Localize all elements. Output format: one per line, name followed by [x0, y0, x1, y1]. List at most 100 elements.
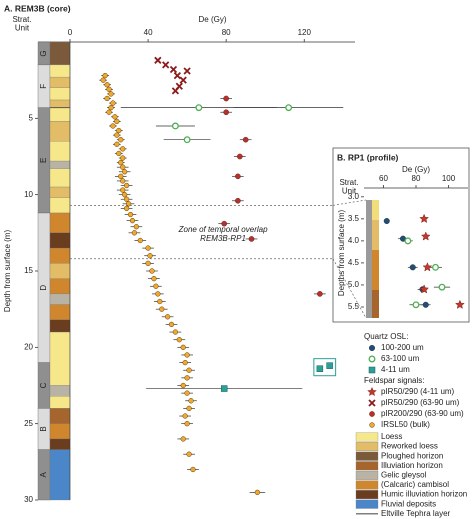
- y-tick-label: 25: [24, 419, 33, 428]
- point: [129, 217, 136, 224]
- point: [422, 301, 429, 308]
- point: [190, 466, 196, 473]
- inset-layer: [372, 200, 379, 220]
- point: [180, 344, 186, 350]
- legend-label: Illuviation horizon: [381, 461, 443, 470]
- point: [182, 413, 188, 419]
- point: [123, 182, 130, 189]
- legend-swatch: [355, 480, 379, 490]
- x-tick-label: 80: [412, 174, 421, 183]
- x-axis-label: De (Gy): [199, 15, 227, 24]
- point: [147, 253, 153, 259]
- point: [184, 390, 190, 396]
- y-axis-label: Depths from surface (m): [337, 210, 346, 297]
- point: [171, 122, 179, 130]
- point: [220, 385, 228, 392]
- strat-label: Strat.: [12, 15, 31, 24]
- point: [164, 314, 171, 320]
- point: [179, 76, 187, 84]
- legend-marker: [368, 399, 376, 407]
- legend-swatch: [355, 432, 379, 442]
- point: [131, 230, 138, 236]
- legend-label: Humic illuviation horizon: [381, 490, 467, 499]
- annotation: Zone of temporal overlap: [178, 225, 268, 234]
- strat-unit-label: B: [39, 426, 48, 431]
- point: [145, 245, 151, 251]
- point: [154, 56, 162, 64]
- point: [422, 262, 433, 272]
- legend-label: Loess: [381, 432, 402, 441]
- point: [122, 192, 128, 198]
- y-tick-label: 5.0: [348, 280, 360, 289]
- strat-layer: [49, 41, 71, 66]
- inset-layer: [372, 220, 379, 250]
- point: [242, 136, 249, 143]
- point: [184, 352, 190, 358]
- point: [248, 236, 255, 242]
- strat-layer: [49, 76, 71, 88]
- point: [104, 82, 110, 88]
- strat-layer: [49, 141, 71, 162]
- x-tick-label: 40: [144, 28, 153, 37]
- point: [421, 231, 431, 241]
- strat-layer: [49, 263, 71, 279]
- legend-label: 100-200 um: [381, 343, 424, 352]
- y-tick-label: 4.0: [348, 236, 360, 245]
- legend-label: pIR50/290 (4-11 um): [381, 387, 455, 396]
- y-axis-label: Depth from surface (m): [3, 230, 12, 313]
- point: [120, 187, 126, 193]
- point: [104, 95, 110, 102]
- point: [123, 205, 130, 212]
- strat-label: Unit: [342, 187, 357, 196]
- strat-layer: [49, 423, 71, 440]
- overlap-connector: [332, 199, 367, 206]
- legend-label: Gelic gleysol: [381, 471, 427, 480]
- point: [127, 211, 134, 218]
- inset-layer: [372, 290, 379, 318]
- strat-layer: [49, 87, 71, 101]
- strat-layer: [49, 212, 71, 233]
- strat-unit-label: D: [39, 285, 48, 291]
- y-tick-label: 3.0: [348, 192, 360, 201]
- strat-layer: [49, 186, 71, 198]
- strat-layer: [49, 278, 71, 295]
- point: [145, 260, 151, 267]
- strat-label: Unit: [15, 24, 30, 33]
- point: [120, 178, 126, 184]
- point: [223, 95, 229, 102]
- x-tick-label: 60: [379, 174, 388, 183]
- strat-layer: [49, 449, 71, 501]
- y-tick-label: 30: [24, 495, 33, 504]
- point: [168, 321, 175, 328]
- point: [176, 337, 182, 343]
- annotation: REM3B-RP1: [200, 234, 246, 243]
- legend-swatch: [355, 490, 379, 500]
- strat-layer: [49, 331, 71, 386]
- strat-layer: [49, 107, 71, 122]
- inset-unit: [366, 200, 372, 318]
- legend-title: Feldspar signals:: [364, 376, 424, 385]
- legend-label: 4-11 um: [381, 365, 410, 374]
- legend-marker: [369, 411, 375, 417]
- point: [438, 283, 446, 291]
- point: [188, 398, 194, 404]
- strat-layer: [49, 385, 71, 397]
- strat-layer: [49, 304, 71, 321]
- legend-swatch: [355, 499, 379, 509]
- legend-marker: [369, 345, 376, 352]
- strat-layer: [49, 64, 71, 78]
- legend-swatch: [355, 442, 379, 452]
- point: [316, 365, 324, 372]
- point: [173, 71, 181, 80]
- strat-layer: [49, 168, 71, 188]
- point: [383, 218, 390, 225]
- legend-label: Ploughed horizon: [381, 451, 443, 460]
- strat-layer: [49, 408, 71, 424]
- point: [120, 155, 126, 161]
- strat-layer: [49, 247, 71, 264]
- point: [133, 224, 140, 230]
- point: [157, 298, 163, 305]
- point: [195, 104, 203, 112]
- point: [102, 72, 108, 79]
- point: [116, 127, 122, 134]
